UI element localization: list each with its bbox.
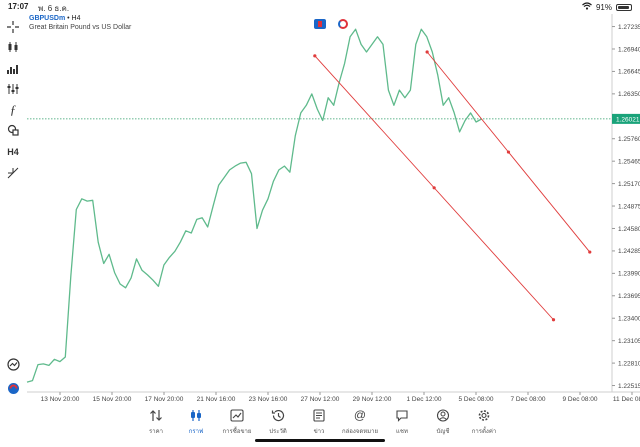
timeframe: H4: [71, 15, 81, 22]
nav-item-account[interactable]: บัญชี: [423, 408, 463, 442]
nav-item-mailbox[interactable]: @ กล่องจดหมาย: [340, 408, 380, 442]
nav-label-history: ประวัติ: [269, 429, 287, 435]
home-indicator: [255, 439, 385, 442]
y-tick-label: 1.25760: [618, 136, 640, 143]
current-price-label: 1.26021: [616, 116, 640, 123]
y-tick-label: 1.27235: [618, 24, 640, 31]
gear-icon: [477, 408, 491, 422]
current-price-tag: [612, 113, 640, 124]
x-tick-label: 5 Dec 08:00: [458, 396, 493, 403]
nav-label-settings: การตั้งค่า: [471, 429, 497, 435]
symbol-separator: •: [65, 15, 72, 22]
x-tick-label: 1 Dec 12:00: [406, 396, 441, 403]
status-bar: 17:07 พ. 6 ธ.ค. 91%: [0, 0, 640, 14]
trendline-handle: [551, 318, 556, 322]
x-tick-label: 29 Nov 12:00: [353, 396, 392, 403]
nav-item-chat[interactable]: แชท: [382, 408, 422, 442]
battery-icon: [616, 3, 632, 11]
y-tick-label: 1.22515: [618, 383, 640, 390]
broker-logo-icon[interactable]: [4, 379, 22, 397]
trendline-handle: [432, 186, 436, 190]
y-tick-label: 1.24285: [618, 248, 640, 255]
sync-icon[interactable]: [338, 19, 348, 29]
left-toolbar: ƒ H4: [0, 14, 26, 404]
x-tick-label: 11 Dec 08:00: [613, 396, 640, 403]
y-tick-label: 1.23695: [618, 293, 640, 300]
nav-item-settings[interactable]: การตั้งค่า: [464, 408, 504, 442]
timeframe-button[interactable]: H4: [7, 147, 19, 157]
chart-icon: [189, 408, 203, 422]
nav-item-trade[interactable]: การซื้อขาย: [217, 408, 257, 442]
lines-icon[interactable]: [4, 164, 22, 182]
nav-label-account: บัญชี: [436, 429, 450, 435]
symbol-header: GBPUSDm • H4: [29, 15, 80, 22]
x-tick-label: 23 Nov 16:00: [249, 396, 288, 403]
y-tick-label: 1.23105: [618, 338, 640, 345]
nav-item-chart[interactable]: กราฟ: [176, 408, 216, 442]
x-tick-label: 21 Nov 16:00: [197, 396, 236, 403]
shapes-icon[interactable]: [4, 121, 22, 139]
chat-icon: [395, 408, 409, 422]
y-tick-label: 1.24875: [618, 203, 640, 210]
quotes-icon: [149, 408, 163, 422]
battery-level: [618, 5, 629, 9]
nav-label-trade: การซื้อขาย: [222, 429, 252, 435]
chart-area[interactable]: 1.27235 1.26940 1.26645 1.26350 1.25760 1.254…: [0, 0, 640, 404]
nav-label-chat: แชท: [396, 429, 408, 435]
nav-label-chart: กราฟ: [188, 429, 204, 435]
x-tick-label: 17 Nov 20:00: [145, 396, 184, 403]
symbol-name: GBPUSDm: [29, 15, 66, 22]
y-tick-label: 1.24580: [618, 226, 640, 233]
crosshair-icon[interactable]: [4, 18, 22, 36]
x-tick-label: 27 Nov 12:00: [301, 396, 340, 403]
nav-label-news: ข่าว: [313, 429, 325, 435]
nav-item-history[interactable]: ประวัติ: [258, 408, 298, 442]
nav-item-news[interactable]: ข่าว: [299, 408, 339, 442]
nav-item-quotes[interactable]: ราคา: [136, 408, 176, 442]
one-click-trading-icon[interactable]: [314, 19, 326, 29]
news-icon: [312, 408, 326, 422]
trendline-handle: [506, 150, 511, 154]
chart-analysis-icon[interactable]: [4, 355, 22, 373]
trendline-handle: [425, 50, 429, 54]
price-series-line: [26, 28, 482, 383]
status-date: พ. 6 ธ.ค.: [38, 4, 70, 13]
nav-label-quotes: ราคา: [149, 429, 163, 435]
status-time: 17:07: [8, 2, 29, 11]
battery-percent: 91%: [595, 2, 612, 12]
status-indicators: 91%: [582, 2, 632, 12]
price-chart[interactable]: 1.27235 1.26940 1.26645 1.26350 1.25760 1.254…: [0, 0, 640, 404]
nav-label-mailbox: กล่องจดหมาย: [341, 429, 379, 435]
symbol-description: Great Britain Pound vs US Dollar: [29, 24, 132, 31]
x-tick-label: 9 Dec 08:00: [562, 396, 597, 403]
y-tick-label: 1.26940: [618, 46, 640, 53]
trade-buttons: [314, 19, 348, 29]
trendline-handle: [313, 54, 317, 58]
x-tick-label: 15 Nov 20:00: [93, 396, 132, 403]
mailbox-icon: @: [353, 408, 367, 422]
x-tick-label: 7 Dec 08:00: [510, 396, 545, 403]
objects-icon[interactable]: [4, 80, 22, 98]
trendline-handle: [588, 250, 592, 254]
trade-icon: [230, 408, 244, 422]
wifi-icon: [582, 2, 592, 12]
indicators-icon[interactable]: [4, 60, 22, 78]
y-tick-label: 1.25170: [618, 181, 640, 188]
x-tick-label: 13 Nov 20:00: [41, 396, 80, 403]
function-icon[interactable]: ƒ: [9, 102, 17, 117]
y-tick-label: 1.23990: [618, 271, 640, 278]
y-tick-label: 1.25465: [618, 158, 640, 165]
y-tick-label: 1.22810: [618, 360, 640, 367]
y-tick-label: 1.26645: [618, 69, 640, 76]
history-icon: [271, 408, 285, 422]
candlestick-icon[interactable]: [4, 38, 22, 56]
y-tick-label: 1.26350: [618, 91, 640, 98]
y-tick-label: 1.23400: [618, 316, 640, 323]
account-icon: [436, 408, 450, 422]
